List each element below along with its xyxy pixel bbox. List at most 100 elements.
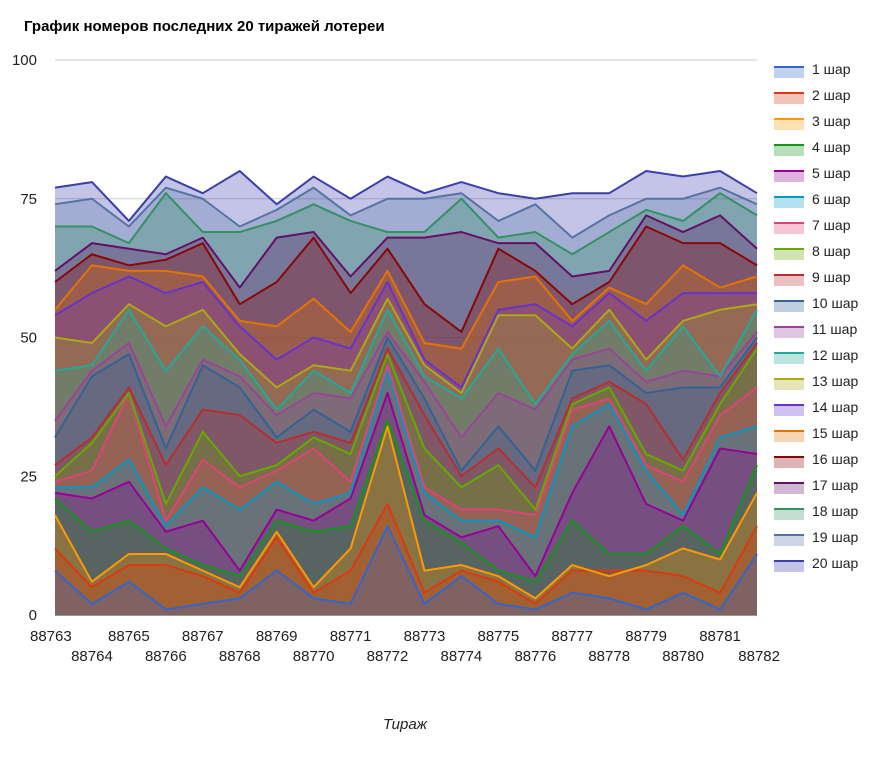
legend-item: 17 шар (774, 477, 858, 494)
y-tick-label: 50 (20, 330, 37, 347)
legend-item: 9 шар (774, 269, 851, 286)
legend-swatch (774, 482, 804, 494)
series-line-9 (54, 342, 758, 489)
legend-label: 1 шар (812, 61, 851, 77)
legend-item: 13 шар (774, 373, 858, 390)
x-tick-label: 88770 (293, 648, 335, 665)
area-fill-14 (55, 276, 757, 615)
series-line-15 (54, 264, 758, 350)
legend-item: 12 шар (774, 347, 858, 364)
legend-label: 7 шар (812, 217, 851, 233)
series-line-4 (54, 419, 758, 583)
legend-item: 8 шар (774, 243, 851, 260)
x-tick-label: 88781 (699, 628, 741, 645)
legend-swatch (774, 274, 804, 286)
legend-swatch (774, 248, 804, 260)
legend-swatch (774, 430, 804, 442)
x-tick-label: 88768 (219, 648, 261, 665)
legend-label: 18 шар (812, 503, 858, 519)
area-fill-8 (55, 348, 757, 615)
legend-label: 4 шар (812, 139, 851, 155)
area-fill-9 (55, 343, 757, 615)
x-tick-label: 88772 (367, 648, 409, 665)
x-tick-label: 88774 (441, 648, 483, 665)
series-line-5 (54, 392, 758, 578)
y-tick-label: 0 (29, 607, 37, 624)
x-tick-label: 88764 (71, 648, 113, 665)
legend-swatch (774, 118, 804, 130)
x-axis-label: Тираж (382, 716, 427, 733)
legend-swatch (774, 92, 804, 104)
series-line-2 (54, 503, 758, 605)
legend-item: 10 шар (774, 295, 858, 312)
chart-title: График номеров последних 20 тиражей лоте… (24, 18, 385, 35)
legend-label: 20 шар (812, 555, 858, 571)
area-fill-12 (55, 309, 757, 615)
legend-swatch (774, 508, 804, 520)
series-line-13 (54, 297, 758, 394)
series-line-12 (54, 308, 758, 411)
legend-swatch (774, 326, 804, 338)
legend-label: 16 шар (812, 451, 858, 467)
area-fill-4 (55, 420, 757, 615)
series-line-3 (54, 425, 758, 600)
legend-swatch (774, 404, 804, 416)
x-tick-label: 88763 (30, 628, 72, 645)
legend-item: 18 шар (774, 503, 858, 520)
legend-swatch (774, 352, 804, 364)
series-line-16 (54, 225, 758, 333)
legend-label: 10 шар (812, 295, 858, 311)
x-tick-label: 88778 (588, 648, 630, 665)
legend-label: 13 шар (812, 373, 858, 389)
legend-item: 1 шар (774, 61, 851, 78)
legend-label: 2 шар (812, 87, 851, 103)
legend-label: 17 шар (812, 477, 858, 493)
legend-item: 20 шар (774, 555, 858, 572)
legend-swatch (774, 222, 804, 234)
legend-label: 3 шар (812, 113, 851, 129)
legend-swatch (774, 144, 804, 156)
y-tick-label: 25 (20, 468, 37, 485)
legend-label: 6 шар (812, 191, 851, 207)
area-fill-16 (55, 226, 757, 615)
x-tick-label: 88777 (551, 628, 593, 645)
legend-label: 5 шар (812, 165, 851, 181)
legend-swatch (774, 378, 804, 390)
area-fill-7 (55, 365, 757, 615)
series-line-1 (54, 525, 758, 611)
legend-label: 8 шар (812, 243, 851, 259)
x-tick-label: 88773 (404, 628, 446, 645)
x-tick-label: 88771 (330, 628, 372, 645)
series-line-11 (54, 330, 758, 439)
legend-swatch (774, 300, 804, 312)
series-line-20 (54, 170, 758, 222)
area-series-group (55, 171, 757, 615)
series-line-6 (55, 369, 758, 539)
legend-swatch (774, 66, 804, 78)
x-tick-label: 88769 (256, 628, 298, 645)
legend-label: 14 шар (812, 399, 858, 415)
x-tick-label: 88765 (108, 628, 150, 645)
legend-item: 11 шар (774, 321, 857, 338)
series-line-18 (55, 192, 758, 256)
x-tick-label: 88782 (738, 648, 780, 665)
series-line-8 (54, 348, 758, 511)
area-fill-2 (55, 504, 757, 615)
x-tick-label: 88776 (514, 648, 556, 665)
legend-swatch (774, 560, 804, 572)
legend-label: 12 шар (812, 347, 858, 363)
legend-item: 2 шар (774, 87, 851, 104)
legend-label: 15 шар (812, 425, 858, 441)
legend-item: 4 шар (774, 139, 851, 156)
x-tick-label: 88766 (145, 648, 187, 665)
series-line-17 (54, 214, 758, 289)
legend-item: 3 шар (774, 113, 851, 130)
y-tick-label: 100 (12, 52, 37, 69)
x-tick-label: 88779 (625, 628, 667, 645)
legend-swatch (774, 170, 804, 182)
legend-item: 15 шар (774, 425, 858, 442)
area-fill-15 (55, 265, 757, 615)
x-tick-label: 88767 (182, 628, 224, 645)
legend-item: 19 шар (774, 529, 858, 546)
